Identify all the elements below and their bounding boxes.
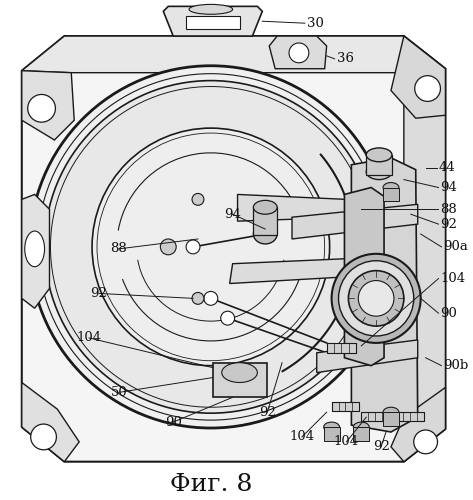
Ellipse shape — [44, 80, 377, 413]
Text: 92: 92 — [259, 406, 276, 418]
Bar — [324, 427, 340, 441]
Text: Фиг. 8: Фиг. 8 — [170, 473, 252, 496]
Ellipse shape — [160, 239, 176, 255]
Ellipse shape — [339, 260, 414, 336]
Ellipse shape — [383, 407, 399, 417]
Ellipse shape — [353, 422, 369, 432]
Ellipse shape — [359, 280, 394, 316]
Ellipse shape — [25, 231, 44, 266]
Ellipse shape — [28, 94, 55, 122]
Bar — [213, 362, 267, 398]
Text: 30: 30 — [307, 16, 324, 30]
Polygon shape — [351, 158, 418, 432]
Polygon shape — [229, 259, 351, 283]
Bar — [327, 343, 356, 353]
Ellipse shape — [92, 128, 330, 366]
Bar — [366, 155, 392, 174]
Ellipse shape — [254, 200, 277, 214]
Polygon shape — [317, 340, 418, 372]
Text: 104: 104 — [77, 332, 102, 344]
Ellipse shape — [222, 362, 257, 382]
Text: 36: 36 — [336, 52, 353, 66]
Ellipse shape — [189, 4, 233, 15]
Polygon shape — [404, 36, 446, 462]
Text: 92: 92 — [373, 440, 390, 454]
Text: 90a: 90a — [443, 240, 468, 254]
Bar — [254, 208, 277, 235]
Text: 104: 104 — [334, 436, 359, 448]
Polygon shape — [22, 194, 50, 308]
Polygon shape — [391, 388, 446, 462]
Text: 94: 94 — [224, 208, 241, 220]
Ellipse shape — [366, 164, 392, 180]
Bar — [361, 412, 389, 421]
Text: 104: 104 — [440, 272, 465, 285]
Text: 88: 88 — [110, 242, 127, 256]
Ellipse shape — [349, 270, 404, 326]
Polygon shape — [391, 36, 446, 118]
Text: 92: 92 — [90, 287, 107, 300]
Polygon shape — [237, 194, 351, 221]
Polygon shape — [269, 36, 327, 68]
Ellipse shape — [30, 66, 392, 428]
Polygon shape — [186, 16, 239, 29]
Polygon shape — [22, 70, 74, 140]
Text: 88: 88 — [440, 203, 457, 216]
Ellipse shape — [383, 182, 399, 192]
Bar — [383, 412, 399, 426]
Ellipse shape — [324, 422, 340, 432]
Polygon shape — [22, 36, 446, 462]
Polygon shape — [163, 6, 263, 36]
Bar — [383, 188, 399, 202]
Ellipse shape — [186, 240, 200, 254]
Ellipse shape — [204, 292, 218, 306]
Ellipse shape — [221, 311, 235, 325]
Polygon shape — [292, 204, 418, 239]
Text: 94: 94 — [440, 181, 457, 194]
Bar — [396, 412, 424, 421]
Polygon shape — [22, 382, 79, 462]
Ellipse shape — [192, 194, 204, 205]
Text: 90: 90 — [165, 416, 182, 428]
Ellipse shape — [254, 224, 277, 244]
Text: 104: 104 — [289, 430, 315, 444]
Polygon shape — [344, 188, 384, 366]
Ellipse shape — [289, 43, 309, 63]
Ellipse shape — [415, 76, 440, 102]
Text: 90b: 90b — [443, 359, 469, 372]
Text: 92: 92 — [440, 218, 457, 230]
Text: 90: 90 — [440, 306, 457, 320]
Polygon shape — [22, 36, 446, 72]
Ellipse shape — [31, 424, 56, 450]
Ellipse shape — [192, 292, 204, 304]
Bar — [332, 402, 359, 411]
Text: 44: 44 — [438, 161, 455, 174]
Bar — [353, 427, 369, 441]
Ellipse shape — [332, 254, 420, 343]
Text: 50: 50 — [110, 386, 127, 399]
Ellipse shape — [366, 148, 392, 162]
Ellipse shape — [414, 430, 438, 454]
